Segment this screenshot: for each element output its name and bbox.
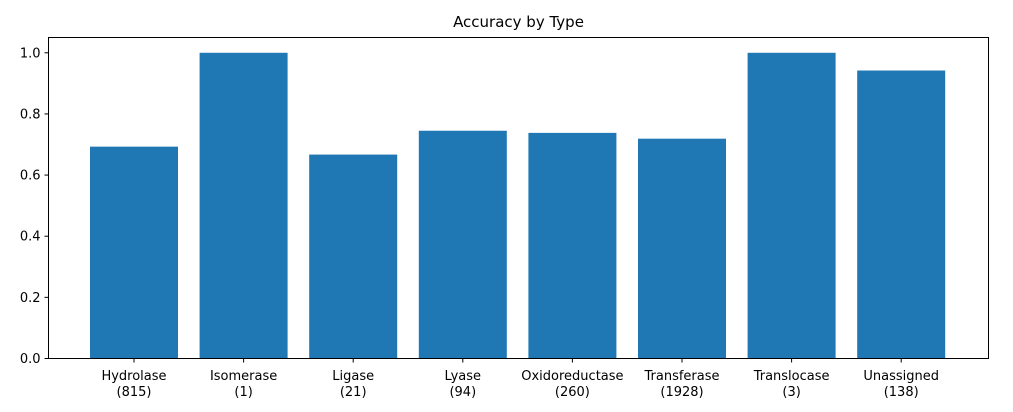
- x-tick-label: Isomerase: [210, 369, 277, 384]
- x-tick-label: Hydrolase: [101, 369, 166, 384]
- x-tick-count-label: (815): [117, 385, 152, 400]
- bar-transferase: [638, 138, 726, 359]
- x-tick-label: Lyase: [445, 369, 481, 384]
- x-axis: Hydrolase(815) Isomerase(1) Ligase(21) Lyas…: [101, 358, 939, 400]
- y-tick-label: 0.0: [20, 352, 41, 367]
- x-tick-label: Translocase: [753, 369, 830, 384]
- y-tick-label: 0.2: [20, 291, 41, 306]
- x-tick-count-label: (138): [884, 385, 919, 400]
- x-tick-count-label: (21): [340, 385, 367, 400]
- bar-oxidoreductase: [528, 132, 617, 359]
- x-tick-label: Oxidoreductase: [521, 369, 623, 384]
- x-tick-count-label: (1): [234, 385, 252, 400]
- bar-hydrolase: [90, 146, 178, 359]
- x-tick-count-label: (94): [449, 385, 476, 400]
- x-tick-label: Unassigned: [863, 369, 939, 384]
- y-tick-label: 0.4: [20, 230, 41, 245]
- plot-frame: [48, 37, 989, 359]
- y-tick-label: 1.0: [20, 46, 41, 61]
- x-tick-count-label: (3): [782, 385, 800, 400]
- x-tick-label: Ligase: [332, 369, 374, 384]
- bar-lyase: [418, 130, 507, 359]
- x-tick-count-label: (260): [555, 385, 590, 400]
- x-tick-label: Transferase: [643, 369, 719, 384]
- y-tick-label: 0.6: [20, 169, 41, 184]
- y-tick-label: 0.8: [20, 107, 41, 122]
- bar-unassigned: [857, 70, 946, 359]
- bar-translocase: [747, 52, 836, 359]
- bar-isomerase: [199, 52, 288, 359]
- bar-ligase: [309, 154, 398, 359]
- x-tick-count-label: (1928): [660, 385, 703, 400]
- y-axis: 0.0 0.2 0.4 0.6 0.8 1.0: [20, 46, 49, 367]
- bars-layer: [90, 52, 946, 359]
- chart-title: Accuracy by Type: [453, 13, 584, 31]
